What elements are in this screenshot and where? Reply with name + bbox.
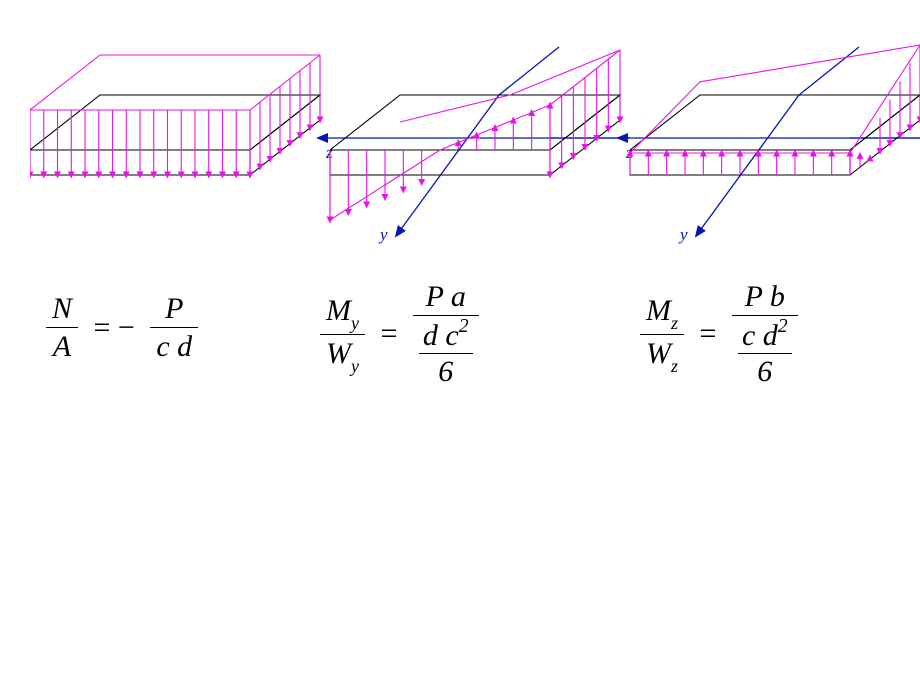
eq-op: = bbox=[692, 317, 725, 351]
equation-Mz-over-Wz: Mz Wz = P b c d2 6 bbox=[640, 280, 798, 388]
equation-My-over-Wy: My Wy = P a d c2 6 bbox=[320, 280, 479, 388]
lhs-den: A bbox=[46, 328, 78, 363]
diagrams-row: zyzy bbox=[30, 40, 910, 250]
rhs-inner-frac: d c2 6 bbox=[419, 318, 473, 388]
rhs-den: c d bbox=[150, 328, 198, 363]
rhs-num: P b bbox=[732, 280, 798, 316]
lhs-den: Wy bbox=[320, 335, 365, 375]
lhs-den: Wz bbox=[640, 335, 684, 375]
svg-text:z: z bbox=[325, 143, 333, 162]
eq-op: = − bbox=[86, 311, 143, 345]
inner-den: 6 bbox=[419, 354, 473, 388]
eq-op: = bbox=[373, 317, 406, 351]
inner-den: 6 bbox=[738, 354, 792, 388]
lhs-num: My bbox=[320, 294, 365, 335]
equation-N-over-A: N A = − P c d bbox=[46, 292, 198, 363]
rhs-den-compound: d c2 6 bbox=[413, 316, 479, 388]
rhs-frac: P a d c2 6 bbox=[413, 280, 479, 388]
rhs-den-compound: c d2 6 bbox=[732, 316, 798, 388]
svg-text:y: y bbox=[378, 225, 388, 244]
rhs-num: P a bbox=[413, 280, 479, 316]
rhs-frac: P b c d2 6 bbox=[732, 280, 798, 388]
lhs-num: Mz bbox=[640, 294, 684, 335]
lhs-frac: N A bbox=[46, 292, 78, 363]
equations-row: N A = − P c d My Wy = P a d c2 bbox=[0, 280, 920, 440]
lhs-frac: Mz Wz bbox=[640, 294, 684, 375]
inner-num: d c2 bbox=[419, 318, 473, 354]
svg-text:y: y bbox=[678, 225, 688, 244]
rhs-frac: P c d bbox=[150, 292, 198, 363]
rhs-num: P bbox=[150, 292, 198, 328]
stress-diagrams-svg: zyzy bbox=[30, 40, 920, 260]
lhs-frac: My Wy bbox=[320, 294, 365, 375]
lhs-num: N bbox=[46, 292, 78, 328]
inner-num: c d2 bbox=[738, 318, 792, 354]
rhs-inner-frac: c d2 6 bbox=[738, 318, 792, 388]
